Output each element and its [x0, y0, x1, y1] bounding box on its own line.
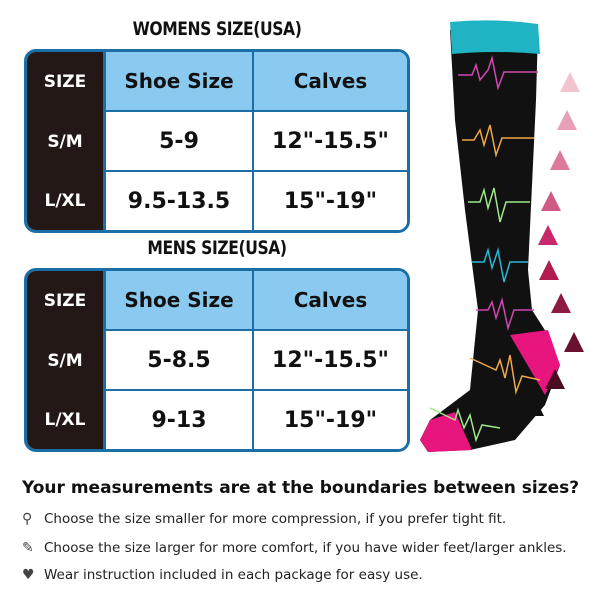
calves-value: 12"-15.5" — [254, 112, 407, 172]
size-label: L/XL — [27, 172, 106, 230]
shoe-size-value: 9.5-13.5 — [106, 172, 254, 230]
table-header-row: SIZE Shoe Size Calves — [27, 52, 407, 112]
sock-toe — [420, 412, 472, 452]
tip-item: ✎ Choose the size larger for more comfort… — [22, 540, 567, 556]
stethoscope-icon: ⚲ — [22, 511, 33, 527]
size-label: L/XL — [27, 391, 106, 449]
shoe-size-header: Shoe Size — [106, 271, 254, 331]
triangle-icon — [539, 260, 559, 280]
shoe-size-value: 5-9 — [106, 112, 254, 172]
triangle-icon — [560, 72, 580, 92]
womens-size-table: SIZE Shoe Size Calves S/M 5-9 12"-15.5" … — [24, 49, 410, 233]
calves-header: Calves — [254, 52, 407, 112]
tip-text: Choose the size larger for more comfort,… — [44, 540, 567, 556]
sock-heel — [510, 330, 560, 395]
syringe-icon: ✎ — [22, 540, 34, 556]
tip-text: Wear instruction included in each packag… — [44, 567, 423, 583]
heartbeat-pattern — [429, 55, 541, 443]
calves-value: 15"-19" — [254, 172, 407, 230]
sock-body — [420, 30, 560, 452]
triangle-icon — [550, 150, 570, 170]
triangle-icon — [545, 369, 565, 389]
calves-value: 12"-15.5" — [254, 331, 407, 391]
shoe-size-header: Shoe Size — [106, 52, 254, 112]
tip-item: ♥ Wear instruction included in each packa… — [22, 567, 423, 583]
table-row: L/XL 9.5-13.5 15"-19" — [27, 172, 407, 230]
triangle-icon — [524, 396, 544, 416]
calves-value: 15"-19" — [254, 391, 407, 449]
triangle-icon — [551, 293, 571, 313]
table-row: S/M 5-8.5 12"-15.5" — [27, 331, 407, 391]
womens-size-title: WOMENS SIZE(USA) — [132, 18, 302, 40]
boundaries-question: Your measurements are at the boundaries … — [22, 478, 580, 498]
size-label: S/M — [27, 331, 106, 391]
calves-header: Calves — [254, 271, 407, 331]
mens-size-table: SIZE Shoe Size Calves S/M 5-8.5 12"-15.5… — [24, 268, 410, 452]
size-header: SIZE — [27, 52, 106, 112]
sock-cuff — [450, 20, 540, 54]
triangle-icon — [541, 191, 561, 211]
tip-item: ⚲ Choose the size smaller for more compre… — [22, 511, 506, 527]
shoe-size-value: 9-13 — [106, 391, 254, 449]
triangle-icon — [557, 110, 577, 130]
size-label: S/M — [27, 112, 106, 172]
shoe-size-value: 5-8.5 — [106, 331, 254, 391]
table-header-row: SIZE Shoe Size Calves — [27, 271, 407, 331]
heart-icon: ♥ — [22, 567, 35, 583]
table-row: S/M 5-9 12"-15.5" — [27, 112, 407, 172]
triangle-icon — [564, 332, 584, 352]
tip-text: Choose the size smaller for more compres… — [44, 511, 507, 527]
compression-gradient-arrows — [524, 72, 584, 416]
mens-size-title: MENS SIZE(USA) — [147, 237, 287, 259]
size-header: SIZE — [27, 271, 106, 331]
triangle-icon — [538, 225, 558, 245]
compression-sock-illustration — [420, 20, 584, 452]
table-row: L/XL 9-13 15"-19" — [27, 391, 407, 449]
